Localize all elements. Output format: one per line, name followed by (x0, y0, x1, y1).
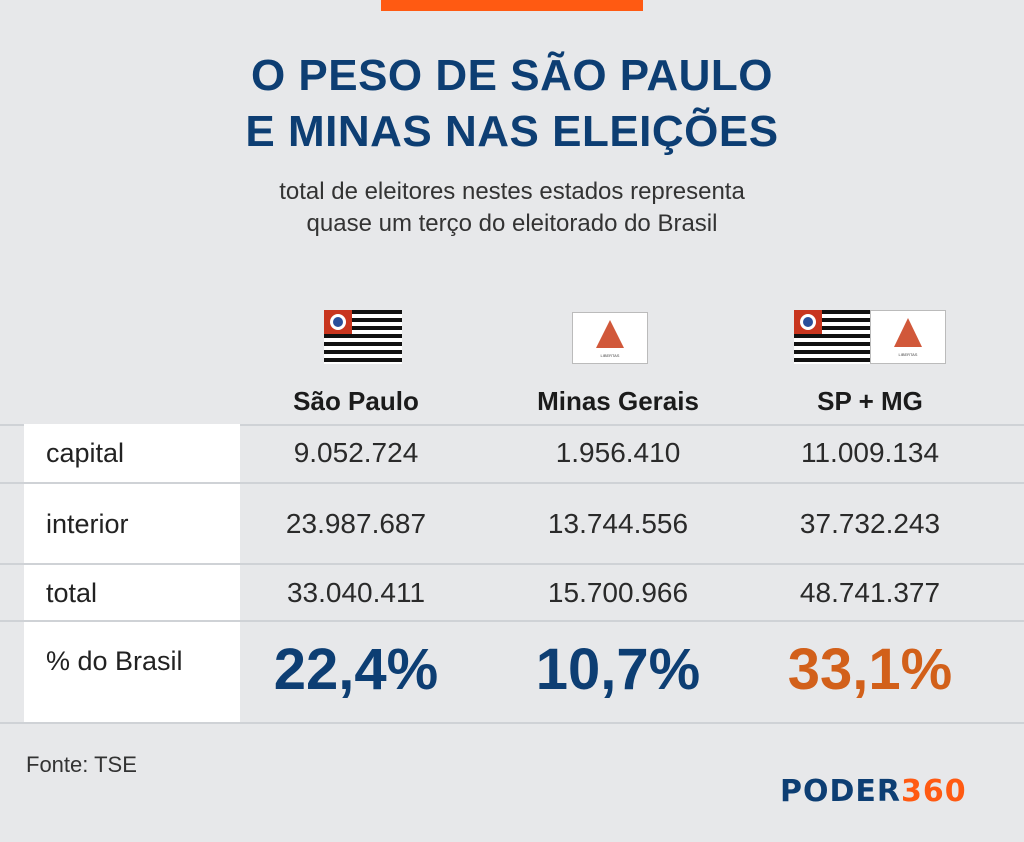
percent-sp: 22,4% (273, 637, 439, 702)
sao-paulo-flag-combined (794, 310, 872, 364)
cell-total-mg: 15.700.966 (547, 577, 689, 608)
row-divider (0, 424, 1024, 426)
subtitle: total de eleitores nestes estados repres… (0, 176, 1024, 240)
column-header-sp-mg: SP + MG (817, 386, 923, 416)
row-divider (0, 722, 1024, 724)
cell-capital-mg: 1.956.410 (555, 437, 681, 468)
subtitle-line-1: total de eleitores nestes estados repres… (279, 178, 745, 205)
minas-gerais-flag-combined: LIBERTAS (870, 310, 946, 364)
title-line-2: E MINAS NAS ELEIÇÕES (245, 107, 779, 156)
page-title: O PESO DE SÃO PAULO E MINAS NAS ELEIÇÕES (0, 48, 1024, 160)
percent-mg: 10,7% (535, 637, 701, 702)
logo-text-main: PODER (780, 774, 901, 809)
percent-sp-mg: 33,1% (787, 637, 953, 702)
cell-capital-total: 11.009.134 (800, 437, 940, 468)
sao-paulo-flag (324, 310, 402, 364)
column-header-sao-paulo: São Paulo (293, 386, 419, 416)
row-divider (0, 620, 1024, 622)
cell-total-sp: 33.040.411 (286, 577, 426, 608)
svg-text:LIBERTAS: LIBERTAS (899, 352, 918, 357)
column-header-minas-gerais: Minas Gerais (537, 386, 699, 416)
row-label-total: total (24, 565, 240, 621)
source-note: Fonte: TSE (26, 752, 137, 777)
minas-gerais-flag: LIBERTAS (572, 312, 648, 364)
subtitle-line-2: quase um terço do eleitorado do Brasil (306, 210, 718, 237)
row-label-interior: interior (24, 484, 240, 564)
poder360-logo: PODER360 (780, 774, 967, 809)
logo-text-number: 360 (901, 774, 967, 809)
row-label-percent: % do Brasil (24, 622, 240, 722)
title-line-1: O PESO DE SÃO PAULO (250, 51, 774, 100)
cell-capital-sp: 9.052.724 (293, 437, 419, 468)
row-label-capital: capital (24, 424, 240, 482)
cell-interior-mg: 13.744.556 (547, 508, 689, 539)
top-accent-bar (381, 0, 643, 11)
cell-interior-sp: 23.987.687 (285, 508, 427, 539)
cell-interior-total: 37.732.243 (799, 508, 941, 539)
row-divider (0, 563, 1024, 565)
row-divider (0, 482, 1024, 484)
cell-total-total: 48.741.377 (799, 577, 941, 608)
svg-text:LIBERTAS: LIBERTAS (601, 353, 620, 358)
